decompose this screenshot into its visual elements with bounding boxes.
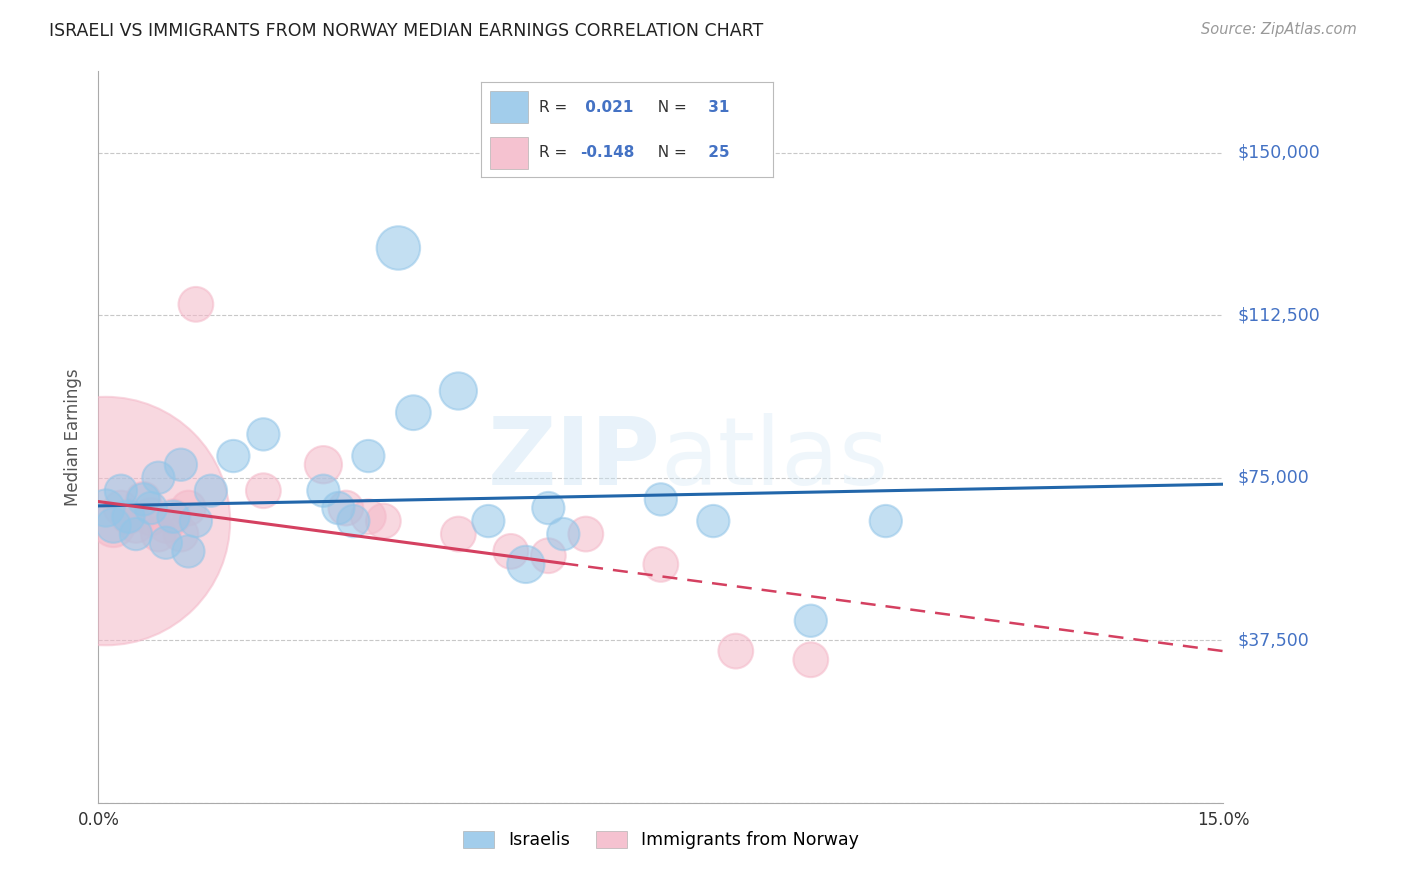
Text: atlas: atlas — [661, 413, 889, 505]
Point — [252, 483, 274, 498]
Text: $112,500: $112,500 — [1237, 306, 1320, 324]
Point — [117, 509, 139, 524]
Point — [357, 449, 380, 463]
Point — [499, 544, 522, 558]
Point — [650, 492, 672, 507]
Point — [184, 297, 207, 311]
Point — [724, 644, 747, 658]
Point — [170, 458, 193, 472]
Point — [110, 501, 132, 516]
Point — [148, 471, 170, 485]
Point — [335, 501, 357, 516]
Point — [312, 483, 335, 498]
Text: $150,000: $150,000 — [1237, 144, 1320, 161]
Point — [200, 483, 222, 498]
Point — [125, 527, 148, 541]
Point — [103, 518, 125, 533]
Point — [553, 527, 575, 541]
Point — [184, 514, 207, 528]
Point — [139, 501, 162, 516]
Point — [387, 241, 409, 255]
Point — [132, 492, 155, 507]
Point — [402, 406, 425, 420]
Point — [162, 509, 184, 524]
Point — [312, 458, 335, 472]
Point — [477, 514, 499, 528]
Point — [800, 614, 823, 628]
Point — [800, 653, 823, 667]
Point — [373, 514, 395, 528]
Point — [94, 501, 117, 516]
Text: Source: ZipAtlas.com: Source: ZipAtlas.com — [1201, 22, 1357, 37]
Point — [148, 527, 170, 541]
Point — [132, 492, 155, 507]
Point — [222, 449, 245, 463]
Text: $37,500: $37,500 — [1237, 632, 1309, 649]
Point — [177, 501, 200, 516]
Point — [575, 527, 598, 541]
Point — [155, 535, 177, 549]
Point — [702, 514, 724, 528]
Point — [342, 514, 364, 528]
Point — [252, 427, 274, 442]
Point — [155, 518, 177, 533]
Point — [139, 509, 162, 524]
Point — [110, 483, 132, 498]
Point — [117, 509, 139, 524]
Point — [515, 558, 537, 572]
Text: ZIP: ZIP — [488, 413, 661, 505]
Y-axis label: Median Earnings: Median Earnings — [65, 368, 83, 506]
Point — [447, 527, 470, 541]
Point — [170, 527, 193, 541]
Point — [357, 509, 380, 524]
Legend: Israelis, Immigrants from Norway: Israelis, Immigrants from Norway — [456, 824, 866, 856]
Point — [537, 501, 560, 516]
Text: $75,000: $75,000 — [1237, 468, 1309, 487]
Point — [103, 518, 125, 533]
Point — [177, 544, 200, 558]
Text: ISRAELI VS IMMIGRANTS FROM NORWAY MEDIAN EARNINGS CORRELATION CHART: ISRAELI VS IMMIGRANTS FROM NORWAY MEDIAN… — [49, 22, 763, 40]
Point — [875, 514, 897, 528]
Point — [94, 514, 117, 528]
Point — [537, 549, 560, 563]
Point — [162, 509, 184, 524]
Point — [328, 501, 350, 516]
Point — [650, 558, 672, 572]
Point — [125, 518, 148, 533]
Point — [447, 384, 470, 398]
